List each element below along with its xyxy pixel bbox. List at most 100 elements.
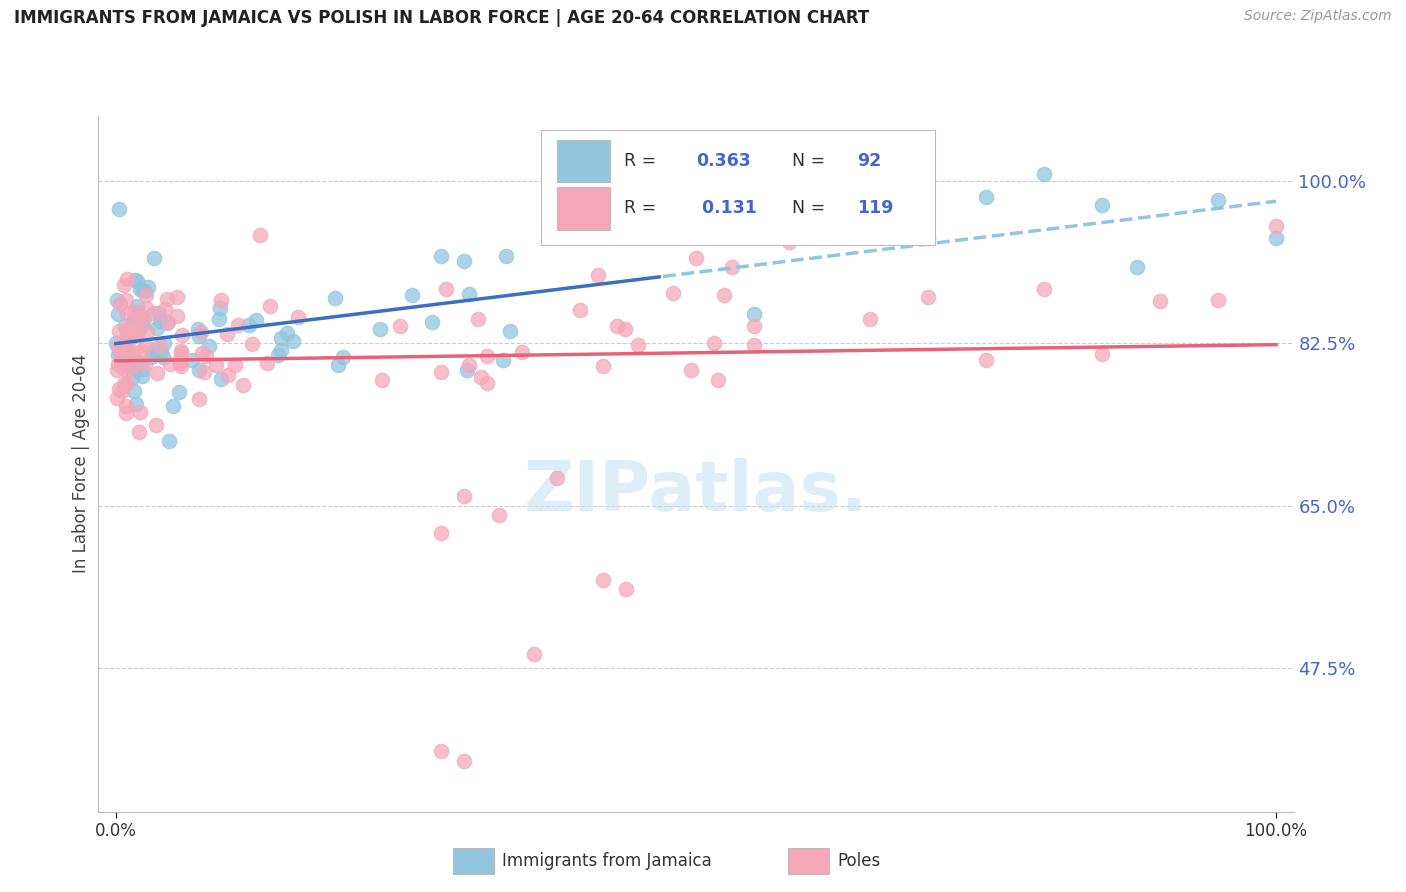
- Point: [108, 341, 131, 355]
- Point: [121, 327, 143, 342]
- Point: [614, 582, 637, 596]
- Point: [238, 318, 260, 332]
- Point: [104, 336, 127, 351]
- Point: [117, 307, 139, 321]
- Point: [1091, 347, 1114, 361]
- Point: [131, 311, 153, 326]
- Point: [457, 358, 479, 372]
- Text: 0.131: 0.131: [696, 200, 756, 218]
- Text: 0.363: 0.363: [696, 153, 751, 170]
- Point: [661, 285, 683, 300]
- Point: [1091, 198, 1114, 212]
- Text: R =: R =: [624, 153, 662, 170]
- Point: [149, 339, 172, 353]
- Point: [420, 315, 443, 329]
- Point: [131, 319, 153, 334]
- Point: [801, 210, 824, 224]
- Point: [143, 252, 166, 266]
- Point: [388, 318, 411, 333]
- Point: [742, 319, 765, 334]
- Point: [105, 362, 128, 376]
- Point: [117, 343, 139, 358]
- Point: [283, 334, 305, 349]
- Point: [108, 382, 131, 396]
- Point: [703, 336, 725, 351]
- Point: [467, 312, 489, 326]
- Point: [187, 392, 209, 407]
- Point: [120, 327, 142, 342]
- Point: [153, 302, 176, 317]
- Point: [124, 273, 146, 287]
- Point: [917, 290, 939, 304]
- Point: [166, 290, 188, 304]
- Point: [121, 370, 143, 384]
- Y-axis label: In Labor Force | Age 20-64: In Labor Force | Age 20-64: [72, 354, 90, 574]
- Point: [249, 227, 271, 242]
- Text: N =: N =: [792, 200, 831, 218]
- Point: [134, 339, 156, 353]
- Point: [134, 357, 156, 371]
- Point: [181, 352, 204, 367]
- Point: [368, 322, 391, 336]
- Point: [148, 306, 170, 320]
- FancyBboxPatch shape: [453, 848, 494, 874]
- Point: [685, 229, 707, 244]
- Point: [124, 314, 146, 328]
- Point: [453, 254, 475, 268]
- Point: [156, 316, 179, 330]
- Point: [1206, 193, 1229, 207]
- Point: [170, 359, 193, 373]
- Point: [111, 384, 134, 398]
- Point: [124, 384, 146, 398]
- Point: [149, 345, 172, 359]
- Point: [112, 362, 135, 376]
- Point: [276, 326, 298, 341]
- Point: [778, 235, 800, 249]
- Point: [208, 312, 231, 326]
- Text: N =: N =: [792, 153, 831, 170]
- Point: [332, 350, 354, 364]
- Point: [115, 334, 138, 348]
- Point: [742, 337, 765, 351]
- Point: [198, 338, 221, 352]
- Point: [499, 324, 522, 338]
- Point: [143, 306, 166, 320]
- Point: [188, 329, 211, 343]
- Point: [859, 312, 882, 326]
- Point: [209, 301, 232, 315]
- Point: [917, 231, 939, 245]
- Point: [129, 310, 152, 325]
- Point: [1126, 260, 1149, 275]
- Point: [120, 356, 142, 370]
- Point: [128, 405, 150, 419]
- Point: [205, 359, 228, 373]
- Point: [429, 365, 451, 379]
- Point: [974, 352, 997, 367]
- Point: [115, 400, 138, 414]
- FancyBboxPatch shape: [557, 187, 610, 230]
- Point: [1206, 293, 1229, 307]
- Point: [224, 358, 246, 372]
- Point: [122, 349, 145, 363]
- Point: [370, 372, 392, 386]
- Point: [125, 326, 148, 340]
- Point: [429, 249, 451, 263]
- Point: [627, 337, 650, 351]
- Point: [157, 434, 180, 448]
- Point: [115, 293, 138, 307]
- Point: [470, 369, 492, 384]
- Point: [108, 325, 131, 339]
- Point: [107, 341, 129, 355]
- Point: [166, 309, 188, 323]
- Point: [157, 315, 180, 329]
- Point: [117, 324, 139, 338]
- Point: [267, 348, 290, 362]
- Point: [568, 303, 591, 318]
- Point: [142, 346, 165, 360]
- Point: [488, 508, 510, 522]
- Point: [1033, 167, 1056, 181]
- Point: [129, 282, 152, 296]
- Point: [270, 330, 292, 344]
- Point: [209, 293, 232, 308]
- Point: [135, 325, 157, 339]
